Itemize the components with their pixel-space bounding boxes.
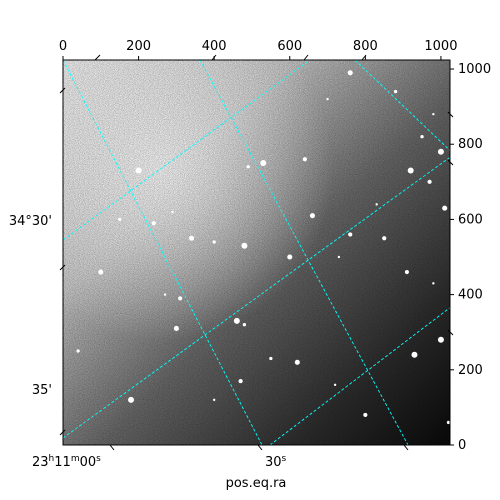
right-tick-label: 400	[458, 288, 483, 303]
top-tick-label: 1000	[424, 39, 457, 54]
top-axis: 0 200 400 600 800 1000	[59, 39, 457, 60]
star	[151, 221, 156, 226]
star	[437, 148, 444, 155]
ra-grid-line	[63, 60, 263, 445]
star	[437, 336, 444, 343]
star	[393, 89, 398, 94]
star	[309, 213, 315, 219]
dec-grid-line	[63, 60, 311, 241]
right-tick-label: 600	[458, 212, 483, 227]
star	[427, 179, 432, 184]
right-tick-label: 0	[458, 438, 466, 453]
star	[242, 323, 247, 327]
star	[173, 325, 179, 331]
ra-label-1: 23h11m00s	[32, 454, 101, 470]
wcs-ticks	[59, 54, 454, 451]
star	[446, 420, 450, 425]
star	[260, 160, 267, 167]
ra-grid-line	[199, 60, 409, 445]
star	[188, 235, 195, 241]
star	[348, 232, 353, 237]
star	[432, 282, 435, 285]
plot-frame	[62, 59, 451, 446]
ra-label-2: 30s	[265, 454, 287, 470]
star	[241, 242, 248, 249]
star	[302, 157, 307, 162]
dec-label-2: 35'	[32, 383, 52, 398]
star	[287, 254, 293, 260]
star	[382, 236, 387, 241]
star	[326, 97, 329, 101]
star	[238, 378, 243, 384]
star	[333, 383, 337, 387]
ra-grid-line	[354, 60, 450, 152]
top-tick-label: 600	[277, 39, 302, 54]
top-tick-label: 0	[59, 39, 67, 54]
star	[432, 112, 435, 116]
star	[233, 317, 240, 324]
star	[212, 398, 216, 402]
right-tick-label: 200	[458, 363, 483, 378]
star	[128, 396, 135, 403]
star	[420, 135, 424, 139]
star	[404, 269, 410, 275]
star	[407, 167, 414, 174]
x-axis-label: pos.eq.ra	[226, 476, 287, 491]
top-tick-label: 200	[126, 39, 151, 54]
star	[171, 210, 174, 214]
star	[294, 359, 300, 365]
right-tick-label: 1000	[458, 62, 491, 77]
star	[135, 167, 142, 174]
star	[337, 255, 341, 259]
star	[442, 205, 448, 211]
star	[363, 412, 368, 418]
star	[347, 70, 353, 76]
right-tick-label: 800	[458, 137, 483, 152]
right-axis: 0 200 400 600 800 1000	[450, 62, 491, 453]
star	[163, 293, 167, 296]
star	[246, 165, 250, 169]
star	[118, 217, 122, 222]
dec-label-1: 34°30'	[9, 214, 52, 229]
top-tick-label: 400	[202, 39, 227, 54]
top-tick-label: 800	[353, 39, 378, 54]
stars-layer	[76, 70, 450, 425]
star	[212, 240, 216, 244]
sky-image	[63, 60, 450, 445]
star	[269, 356, 273, 361]
star	[98, 269, 104, 275]
star	[375, 203, 378, 206]
star	[411, 351, 418, 358]
star	[178, 296, 183, 301]
dec-grid-line	[63, 156, 450, 439]
star	[76, 349, 80, 353]
coordinate-grid	[63, 60, 450, 445]
